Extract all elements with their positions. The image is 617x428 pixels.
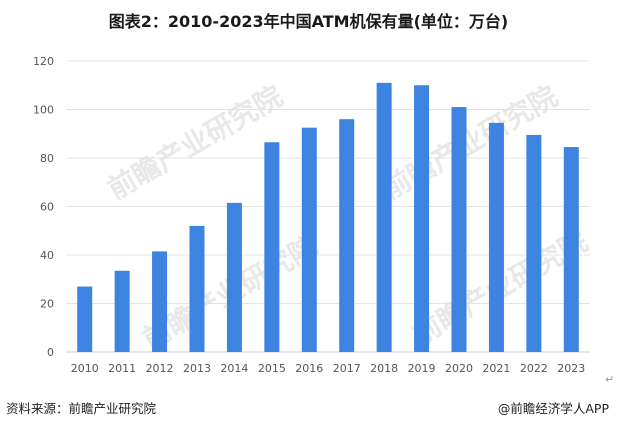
source-note: 资料来源：前瞻产业研究院 bbox=[6, 401, 157, 416]
bar bbox=[488, 122, 504, 353]
bar bbox=[526, 134, 542, 352]
x-tick-label: 2020 bbox=[445, 362, 473, 375]
x-tick-label: 2018 bbox=[370, 362, 398, 375]
y-tick-label: 60 bbox=[40, 201, 54, 214]
x-tick-label: 2023 bbox=[557, 362, 585, 375]
bar bbox=[339, 119, 355, 352]
bar bbox=[414, 85, 430, 352]
x-tick-label: 2019 bbox=[408, 362, 436, 375]
bar bbox=[376, 82, 392, 352]
x-tick-label: 2014 bbox=[220, 362, 248, 375]
y-tick-label: 40 bbox=[40, 249, 54, 262]
bar bbox=[264, 142, 280, 352]
bar bbox=[152, 251, 168, 352]
bar bbox=[563, 147, 579, 352]
y-tick-label: 20 bbox=[40, 298, 54, 311]
x-tick-label: 2021 bbox=[482, 362, 510, 375]
y-tick-label: 80 bbox=[40, 152, 54, 165]
x-tick-label: 2015 bbox=[258, 362, 286, 375]
bar bbox=[451, 107, 467, 352]
x-tick-label: 2010 bbox=[71, 362, 99, 375]
x-tick-label: 2017 bbox=[333, 362, 361, 375]
x-tick-label: 2011 bbox=[108, 362, 136, 375]
watermark-text: 前瞻产业研究院 bbox=[102, 79, 288, 206]
x-tick-label: 2013 bbox=[183, 362, 211, 375]
x-tick-label: 2022 bbox=[520, 362, 548, 375]
bar bbox=[77, 286, 93, 352]
bar bbox=[189, 225, 205, 352]
y-tick-label: 100 bbox=[33, 104, 54, 117]
bar bbox=[226, 202, 242, 352]
bar bbox=[114, 270, 130, 352]
x-tick-label: 2012 bbox=[146, 362, 174, 375]
x-axis-ticks: 2010 2011 2012 2013 2014 2015 2016 2017 2018 2019… bbox=[71, 362, 586, 375]
bar bbox=[301, 127, 317, 352]
return-mark-icon: ↵ bbox=[605, 373, 615, 386]
x-tick-label: 2016 bbox=[295, 362, 323, 375]
bars bbox=[77, 82, 579, 353]
brand-label: @前瞻经济学人APP bbox=[497, 401, 609, 416]
chart-title: 图表2：2010-2023年中国ATM机保有量(单位：万台) bbox=[108, 12, 509, 31]
y-tick-label: 120 bbox=[33, 55, 54, 68]
y-tick-label: 0 bbox=[47, 346, 54, 359]
y-axis-ticks: 0 20 40 60 80 100 120 bbox=[33, 55, 54, 359]
